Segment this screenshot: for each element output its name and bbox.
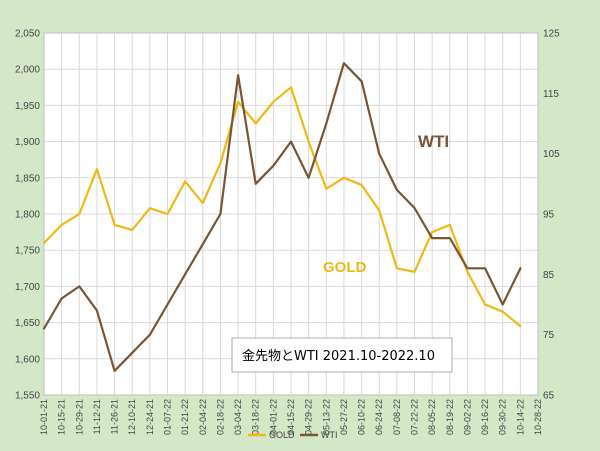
x-tick-label: 02-18-22 <box>215 399 225 435</box>
legend-label-gold: GOLD <box>269 430 295 440</box>
x-tick-label: 08-05-22 <box>427 399 437 435</box>
x-tick-label: 07-22-22 <box>410 399 420 435</box>
x-tick-label: 09-30-22 <box>498 399 508 435</box>
series-line-gold <box>42 86 522 328</box>
y-right-tick-label: 105 <box>543 149 560 160</box>
x-tick-label: 10-29-21 <box>74 399 84 435</box>
x-tick-label: 04-29-22 <box>304 399 314 435</box>
x-tick-label: 05-27-22 <box>339 399 349 435</box>
x-tick-label: 10-14-22 <box>515 399 525 435</box>
x-tick-label: 12-10-21 <box>127 399 137 435</box>
y-left-tick-label: 1,600 <box>15 354 40 365</box>
x-tick-label: 07-08-22 <box>392 399 402 435</box>
y-left-tick-label: 1,800 <box>15 210 40 221</box>
series-lines <box>42 62 522 372</box>
x-tick-label: 04-01-22 <box>268 399 278 435</box>
series-line-wti <box>42 62 522 372</box>
x-tick-label: 09-16-22 <box>480 399 490 435</box>
x-tick-label: 11-26-21 <box>110 399 120 434</box>
chart-title: 金先物とWTI 2021.10-2022.10 <box>242 348 435 364</box>
y-left-tick-label: 1,550 <box>15 391 40 402</box>
y-axis-left: 1,550 1,600 1,650 1,700 1,750 1,800 1,850 1,900… <box>15 29 40 402</box>
x-tick-label: 03-04-22 <box>233 399 243 435</box>
y-left-tick-label: 1,900 <box>15 137 40 148</box>
plot-border <box>43 32 539 396</box>
gold-annotation: GOLD <box>323 259 366 276</box>
y-left-tick-label: 1,700 <box>15 282 40 293</box>
y-right-tick-label: 95 <box>543 210 555 221</box>
x-axis: 10-01-21 10-15-21 10-29-21 11-12-21 11-26-21… <box>39 399 543 435</box>
y-left-tick-label: 1,650 <box>15 318 40 329</box>
x-tick-label: 12-24-21 <box>145 399 155 435</box>
x-tick-label: 01-21-22 <box>180 399 190 435</box>
y-left-tick-label: 2,000 <box>15 65 40 76</box>
x-tick-label: 08-19-22 <box>445 399 455 435</box>
x-tick-label: 06-10-22 <box>357 399 367 435</box>
x-tick-label: 01-07-22 <box>163 399 173 435</box>
y-axis-right: 65 75 85 95 105 115 125 <box>543 29 560 402</box>
x-tick-label: 09-02-22 <box>462 399 472 435</box>
y-right-tick-label: 75 <box>543 330 555 341</box>
y-left-tick-label: 1,850 <box>15 173 40 184</box>
wti-annotation: WTI <box>418 132 449 151</box>
x-tick-label: 05-13-22 <box>321 399 331 435</box>
x-tick-label: 06-24-22 <box>374 399 384 435</box>
y-left-tick-label: 2,050 <box>15 29 40 40</box>
y-right-tick-label: 115 <box>543 89 559 100</box>
x-tick-label: 10-28-22 <box>533 399 543 435</box>
x-tick-label: 02-04-22 <box>198 399 208 435</box>
x-tick-label: 10-01-21 <box>39 399 49 435</box>
x-tick-label: 03-18-22 <box>251 399 261 435</box>
y-right-tick-label: 125 <box>543 29 560 40</box>
legend: GOLD WTI <box>248 430 338 440</box>
y-left-tick-label: 1,750 <box>15 246 40 257</box>
x-tick-label: 04-15-22 <box>286 399 296 435</box>
y-left-tick-label: 1,950 <box>15 101 40 112</box>
y-right-tick-label: 85 <box>543 270 555 281</box>
legend-label-wti: WTI <box>321 430 338 440</box>
title-box <box>231 337 453 373</box>
x-tick-label: 10-15-21 <box>57 399 67 435</box>
y-right-tick-label: 65 <box>543 391 555 402</box>
x-tick-label: 11-12-21 <box>92 399 102 434</box>
